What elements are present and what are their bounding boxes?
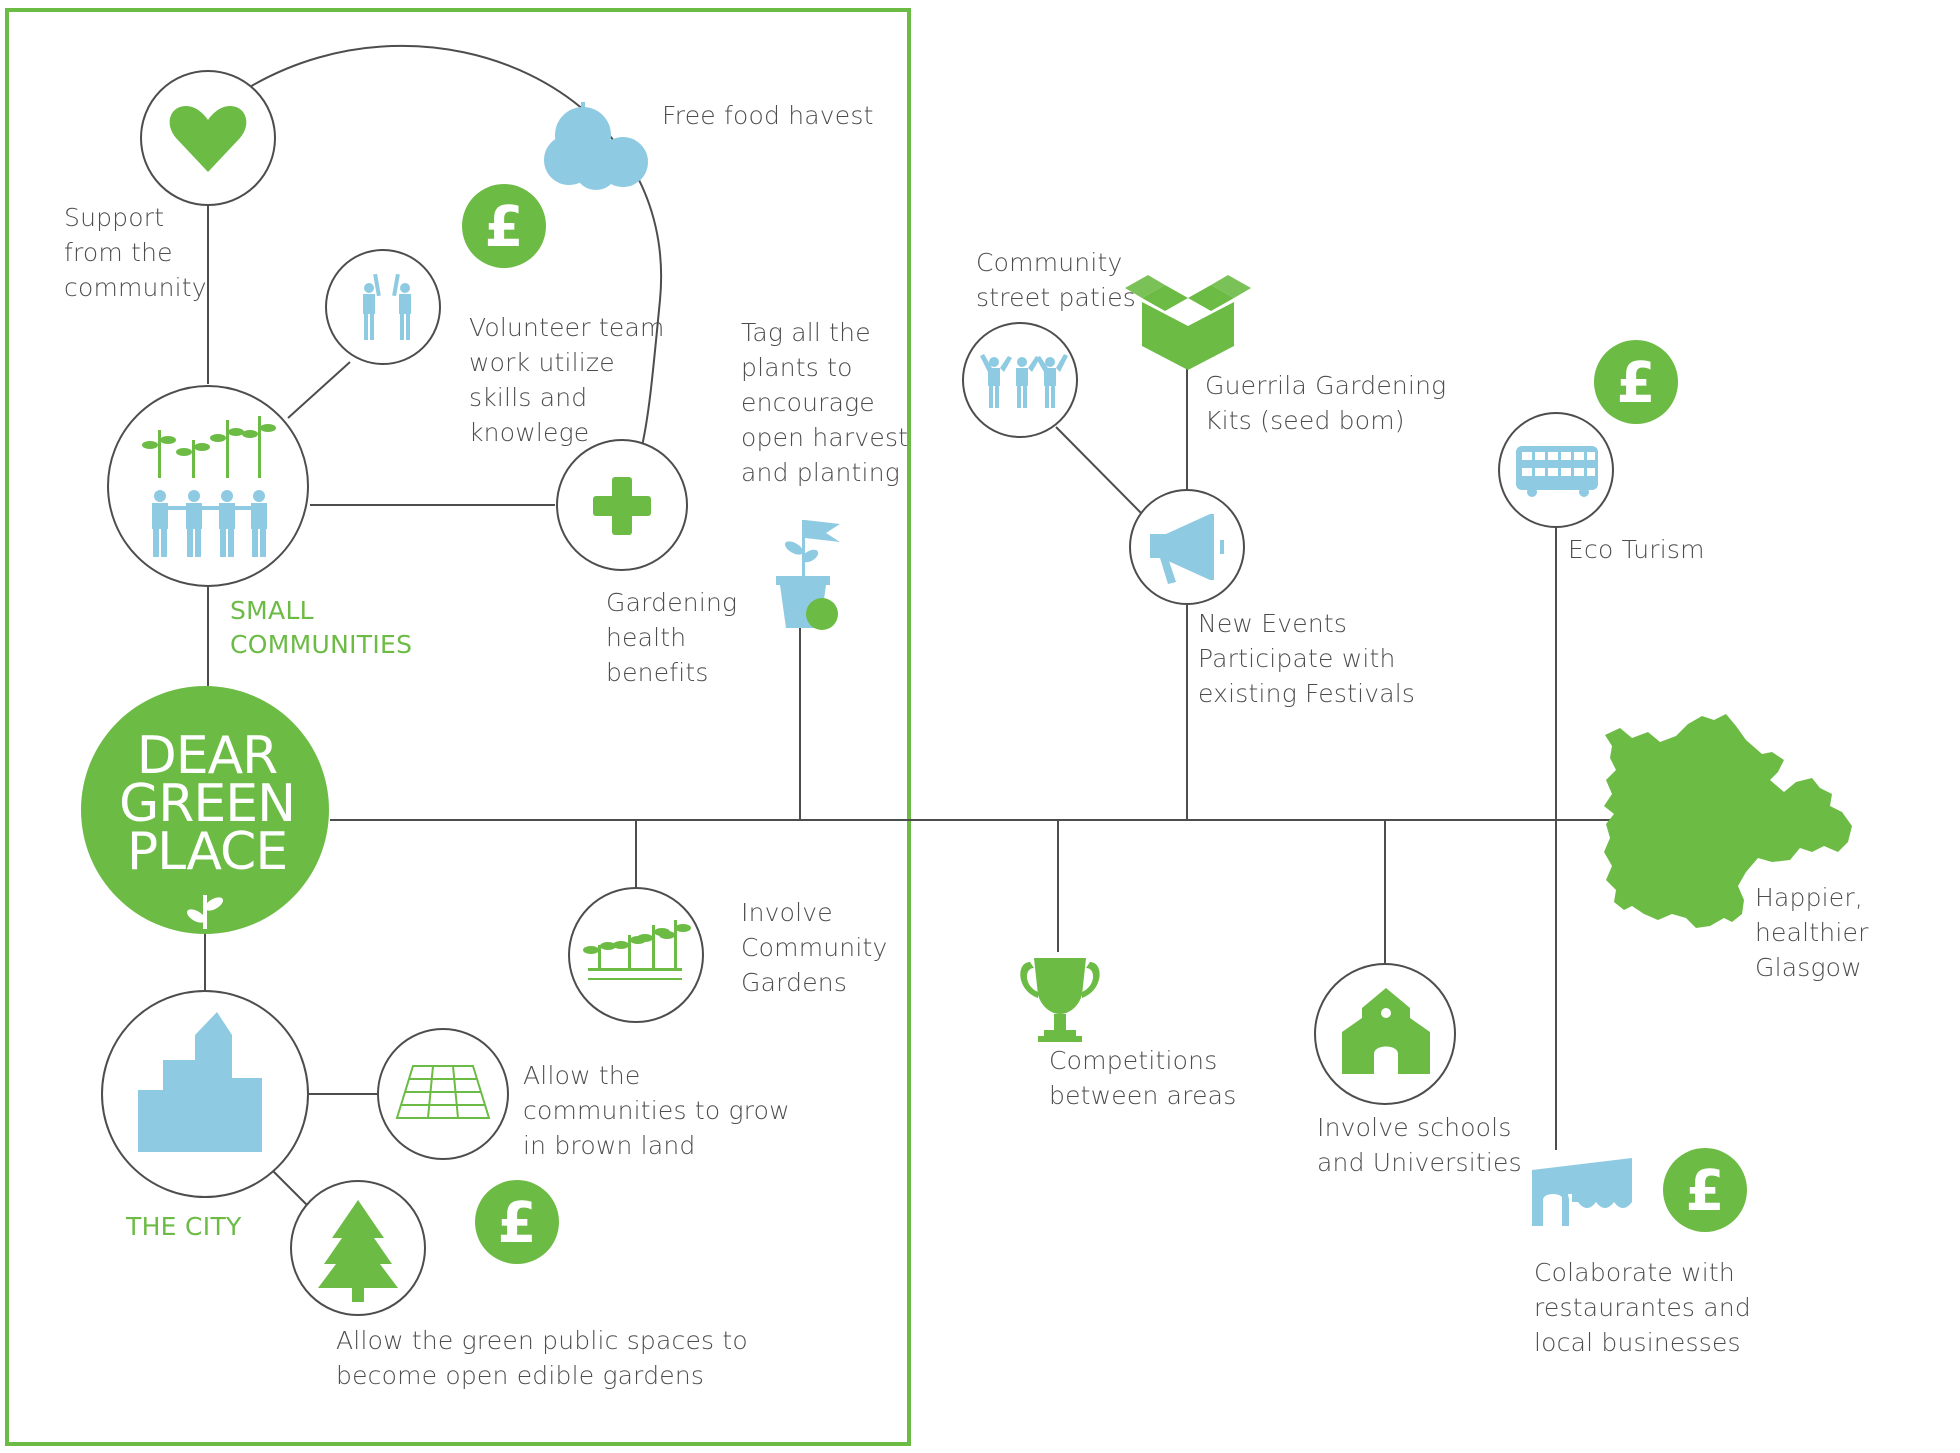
small-communities-frame xyxy=(5,8,911,1446)
volunteer-node xyxy=(325,249,441,365)
street-parties-label: Community street paties xyxy=(976,248,1137,312)
volunteers-icon xyxy=(363,273,411,340)
trophy-icon xyxy=(1020,958,1100,1042)
pound-icon: £ xyxy=(462,184,546,268)
community-gardens-label: Involve Community Gardens xyxy=(741,898,888,997)
svg-text:£: £ xyxy=(498,1191,537,1256)
support-label: Support from the community xyxy=(64,203,207,302)
people-icon xyxy=(980,354,1068,408)
volunteer-label: Volunteer team work utilize skills and k… xyxy=(469,313,665,447)
seedlings-node xyxy=(568,887,704,1023)
box-icon xyxy=(1125,275,1251,370)
green-spaces-label: Allow the green public spaces to become … xyxy=(336,1326,748,1390)
gardening-label: Gardening health benefits xyxy=(606,588,738,687)
pound-symbol: £ xyxy=(485,195,524,260)
eco-tourism-label: Eco Turism xyxy=(1568,535,1705,564)
hub-circle xyxy=(81,686,329,934)
shop-icon xyxy=(1532,1158,1632,1226)
svg-text:£: £ xyxy=(1617,351,1656,416)
tree-icon xyxy=(318,1200,398,1302)
brown-land-label: Allow the communities to grow in brown l… xyxy=(523,1061,790,1160)
megaphone-icon xyxy=(1150,514,1224,584)
seedlings-icon xyxy=(583,920,691,980)
apples-icon xyxy=(544,102,648,190)
hub-sprout-icon xyxy=(186,895,224,929)
community-node xyxy=(107,385,309,587)
new-events-label: New Events Participate with existing Fes… xyxy=(1198,609,1416,708)
community-icon xyxy=(142,416,276,557)
pound-icon: £ xyxy=(1663,1148,1747,1232)
the-city-label: THE CITY xyxy=(126,1212,242,1241)
guerrila-label: Guerrila Gardening Kits (seed bom) xyxy=(1205,371,1447,435)
small-communities-label: SMALL COMMUNITIES xyxy=(230,596,413,659)
plus-icon xyxy=(593,477,651,535)
glasgow-label: Happier, healthier Glasgow xyxy=(1755,883,1869,982)
competitions-label: Competitions between areas xyxy=(1049,1046,1237,1110)
glasgow-map-icon xyxy=(1604,714,1852,928)
tag-plants-label: Tag all the plants to encourage open har… xyxy=(741,318,909,487)
schools-label: Involve schools and Universities xyxy=(1317,1113,1522,1177)
free-food-label: Free food havest xyxy=(662,101,874,130)
pound-icon: £ xyxy=(1594,340,1678,424)
pound-icon: £ xyxy=(475,1180,559,1264)
svg-text:£: £ xyxy=(1686,1159,1725,1224)
grid-node xyxy=(377,1028,509,1160)
bus-icon xyxy=(1516,446,1598,497)
school-icon xyxy=(1342,988,1430,1074)
flag-pot-icon xyxy=(776,520,840,630)
hub-title: DEAR GREEN PLACE xyxy=(118,726,296,882)
grid-icon xyxy=(395,1065,491,1119)
city-icon xyxy=(138,1012,262,1152)
heart-icon xyxy=(169,106,247,172)
collaborate-label: Colaborate with restaurantes and local b… xyxy=(1534,1258,1751,1357)
